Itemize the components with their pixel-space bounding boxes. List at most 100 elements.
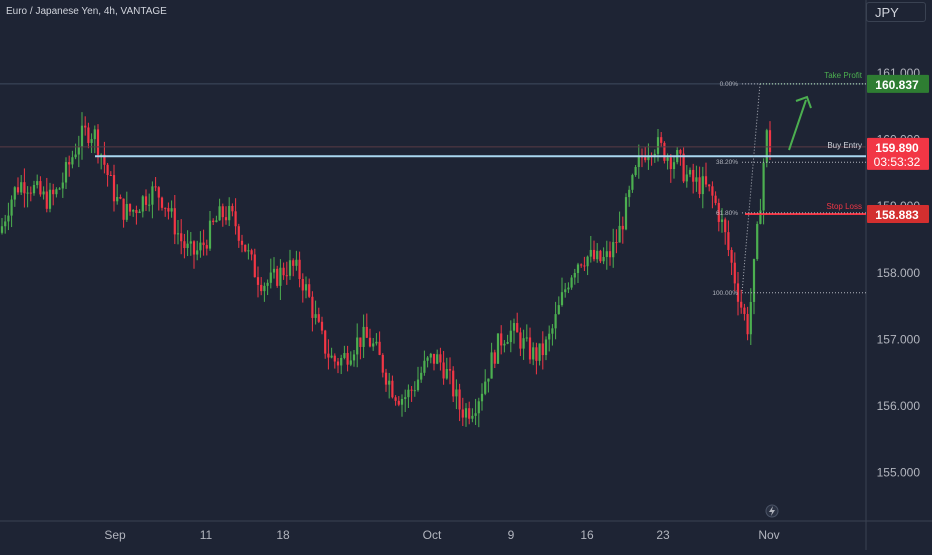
take-profit-price-box <box>867 74 929 93</box>
candle-body <box>116 196 119 202</box>
candle-body <box>311 296 314 318</box>
candle-body <box>173 208 176 235</box>
candle <box>439 347 442 371</box>
candle-body <box>269 272 272 283</box>
candle <box>58 187 61 190</box>
candle-body <box>487 378 490 382</box>
candle <box>605 240 608 270</box>
candle <box>628 185 631 207</box>
x-tick-label: 11 <box>200 528 213 542</box>
candle <box>570 275 573 290</box>
candle-body <box>708 184 711 187</box>
candle-body <box>432 353 436 364</box>
candle <box>208 211 212 251</box>
currency-button[interactable]: JPY <box>866 2 926 22</box>
candle <box>532 342 535 366</box>
candle-body <box>343 353 346 358</box>
candle-body <box>685 174 688 182</box>
candle <box>202 229 205 256</box>
fib-trend-line <box>741 83 761 293</box>
candle <box>528 327 532 364</box>
x-tick-label: 9 <box>508 528 515 542</box>
candle <box>432 353 436 371</box>
candle-body <box>580 264 583 266</box>
candle <box>522 329 525 360</box>
candle-body <box>192 241 196 255</box>
candle-body <box>247 250 250 252</box>
candle-body <box>407 389 410 398</box>
candle-body <box>372 343 375 347</box>
candle-body <box>768 130 772 153</box>
candle-body <box>404 397 407 399</box>
candle <box>189 231 192 256</box>
candle <box>48 182 52 213</box>
candle <box>768 121 772 161</box>
candle-body <box>762 162 765 211</box>
candle <box>615 229 618 254</box>
candle-body <box>346 353 349 365</box>
candle <box>749 288 752 345</box>
candle-body <box>234 211 237 227</box>
candle-body <box>336 361 340 366</box>
candle <box>740 289 743 314</box>
candle <box>698 166 701 199</box>
candle-body <box>80 125 84 148</box>
candle <box>704 162 708 188</box>
candle-body <box>77 147 80 155</box>
candle-body <box>320 321 324 331</box>
candle <box>672 156 676 179</box>
candle <box>557 296 560 315</box>
candle-body <box>583 265 586 267</box>
candle <box>298 251 301 288</box>
candle <box>455 379 458 410</box>
candle-body <box>564 289 567 293</box>
candle-body <box>160 197 164 208</box>
x-tick-label: 18 <box>276 528 290 542</box>
candle <box>192 240 196 269</box>
candle <box>548 325 551 352</box>
candle-body <box>541 343 544 356</box>
projection-arrow-shaft <box>788 99 807 151</box>
candle <box>461 397 464 426</box>
candle-body <box>666 157 669 161</box>
candle-body <box>93 129 96 140</box>
candle-body <box>87 127 90 143</box>
candle <box>682 147 685 184</box>
candle-body <box>64 162 68 183</box>
candle-body <box>330 355 333 358</box>
candle-body <box>154 186 157 188</box>
candle <box>720 208 724 233</box>
candle <box>13 186 16 207</box>
candle <box>244 244 247 253</box>
x-tick-label: Sep <box>104 528 126 542</box>
candle-body <box>631 175 634 190</box>
candle <box>160 196 164 211</box>
candle <box>221 203 224 227</box>
stop-loss-label: Stop Loss <box>826 202 862 211</box>
candle <box>330 347 333 359</box>
candle-body <box>375 341 378 344</box>
candle-body <box>503 343 506 346</box>
candle <box>759 198 762 225</box>
candle <box>0 218 4 235</box>
candle <box>176 219 180 245</box>
candle <box>378 331 381 356</box>
candle-body <box>365 326 368 338</box>
candle-body <box>16 187 20 193</box>
candle <box>474 398 477 425</box>
candle-body <box>698 177 701 195</box>
candle <box>516 312 519 333</box>
candle <box>141 195 144 218</box>
candle <box>692 163 695 194</box>
candle-body <box>628 189 631 198</box>
candle-body <box>189 241 192 244</box>
candle-body <box>624 197 628 230</box>
candle-body <box>576 264 580 273</box>
candle-body <box>592 249 596 260</box>
candle <box>7 202 10 231</box>
candle <box>285 261 288 285</box>
x-tick-label: 23 <box>656 528 670 542</box>
candle <box>621 216 624 244</box>
